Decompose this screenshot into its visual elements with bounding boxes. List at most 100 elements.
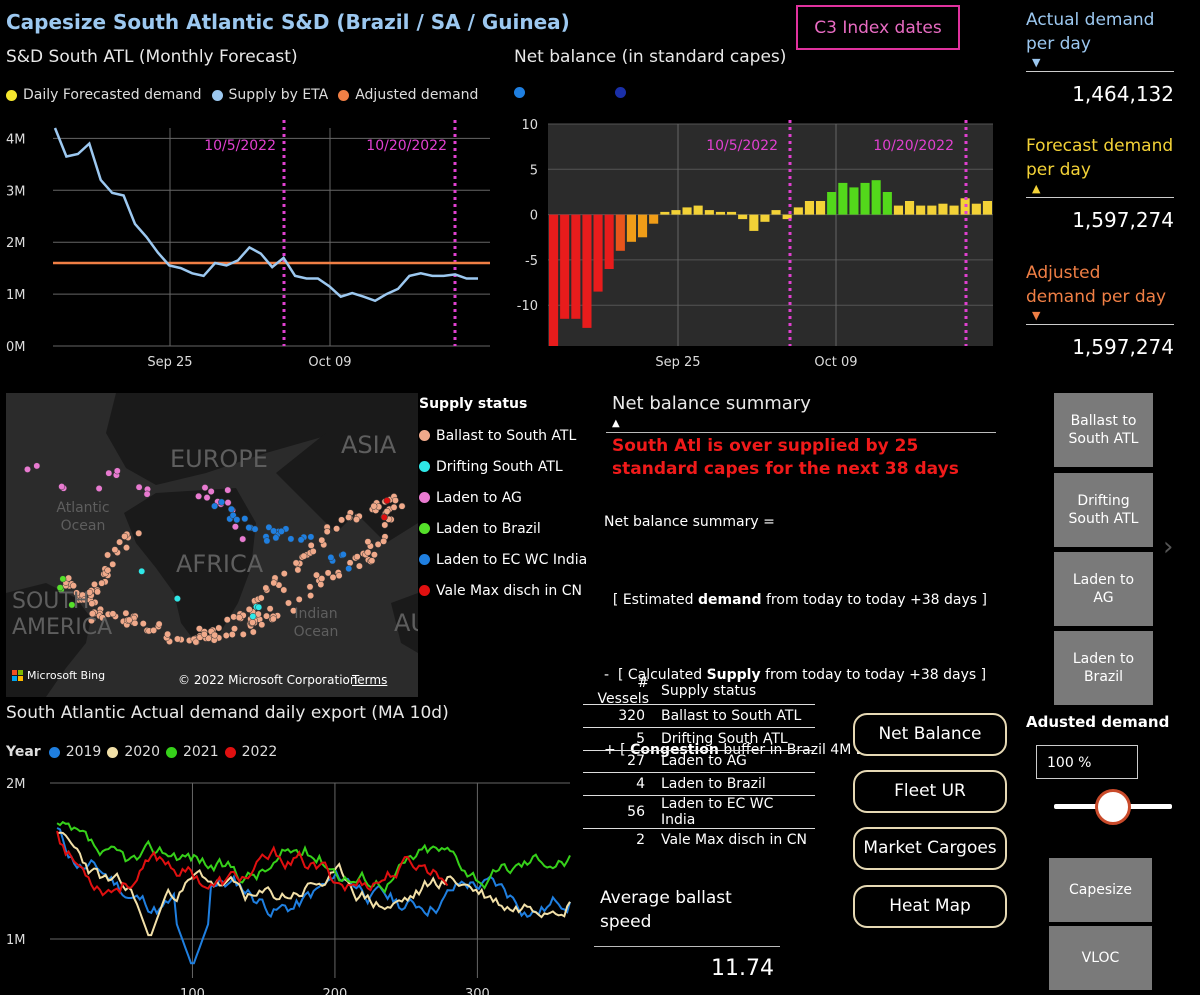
heat-map-nav-button[interactable]: Heat Map (853, 885, 1007, 928)
net-balance-bar (626, 214, 636, 242)
x-tick-label: 100 (180, 987, 205, 995)
date-marker-label: 10/20/2022 (366, 138, 447, 154)
y-tick-label: 1M (6, 288, 26, 303)
vessel-dot (374, 540, 382, 548)
net-balance-bar (715, 211, 725, 215)
y-tick-label: 2M (6, 236, 26, 251)
vessel-dot (222, 632, 230, 639)
table-row[interactable]: 2 Vale Max disch in CN (583, 828, 815, 851)
vessel-dot (104, 551, 112, 559)
legend-label: Drifting South ATL (436, 458, 563, 475)
net-balance-legend (514, 87, 632, 98)
kpi-value: 1,464,132 (1072, 82, 1174, 106)
legend-item[interactable]: Laden to EC WC India (419, 544, 587, 575)
net-balance-bar (604, 214, 614, 269)
laden-to-ag-button[interactable]: Laden to AG (1054, 552, 1153, 626)
vessel-dot (135, 483, 143, 491)
table-row[interactable]: 56 Laden to EC WC India (583, 795, 815, 829)
drifting-south-atl-button[interactable]: Drifting South ATL (1054, 473, 1153, 547)
table-row[interactable]: 5 Drifting South ATL (583, 727, 815, 751)
c3-index-dates-button[interactable]: C3 Index dates (796, 5, 960, 50)
vessel-dot (364, 538, 372, 546)
vessel-dot (123, 544, 130, 552)
vessel-dot (317, 581, 325, 588)
capesize-button[interactable]: Capesize (1049, 858, 1152, 922)
column-header: Supply status (661, 682, 757, 699)
table-row[interactable]: 27 Laden to AG (583, 750, 815, 773)
vessel-map[interactable]: EUROPE ASIA Atlantic Ocean AFRICA SOUTH … (6, 393, 418, 697)
kpi-label: Adjusted demand per day (1026, 263, 1167, 307)
map-terms-link[interactable]: Terms (352, 673, 388, 687)
vessel-dot (333, 525, 341, 533)
sort-up-icon[interactable]: ▲ (612, 418, 620, 429)
x-tick-label: 200 (323, 987, 348, 995)
net-balance-bar (893, 205, 903, 215)
legend-item[interactable]: Vale Max disch in CN (419, 575, 587, 606)
supply-status-cell: Vale Max disch in CN (661, 831, 807, 848)
vessel-dot (33, 462, 41, 470)
vessel-dot (339, 551, 347, 558)
y-tick-label: -5 (525, 254, 538, 269)
vessel-dot (391, 496, 399, 504)
button-label: Laden to AG (1072, 572, 1135, 606)
legend-item[interactable]: Drifting South ATL (419, 451, 587, 482)
vessel-dot (368, 557, 376, 565)
vessel-dot (111, 546, 119, 554)
table-row[interactable]: 320 Ballast to South ATL (583, 705, 815, 728)
map-label-au: AU (394, 609, 418, 637)
ballast-to-south-atl-button[interactable]: Ballast to South ATL (1054, 393, 1153, 467)
adjusted-demand-input[interactable]: 100 % (1036, 745, 1138, 779)
legend-item[interactable]: Daily Forecasted demand (6, 87, 202, 103)
legend-item[interactable]: Laden to Brazil (419, 513, 587, 544)
y-tick-label: -10 (517, 299, 538, 314)
supply-status-cell: Laden to Brazil (657, 772, 815, 796)
net-balance-nav-button[interactable]: Net Balance (853, 713, 1007, 756)
legend-item[interactable]: 2019 (48, 744, 101, 760)
chevron-right-icon[interactable]: › (1163, 532, 1174, 562)
legend-item[interactable]: 2021 (165, 744, 219, 760)
legend-item[interactable]: 2022 (224, 744, 278, 760)
vessel-dot (109, 560, 117, 568)
kpi-value: 1,597,274 (1072, 208, 1174, 232)
legend-item[interactable]: Supply by ETA (211, 87, 328, 103)
legend-dot (419, 585, 430, 596)
net-balance-bar (882, 192, 892, 215)
vessel-dot (95, 485, 103, 492)
net-balance-bar (771, 210, 781, 215)
legend-label: Laden to Brazil (436, 520, 541, 537)
table-header: # Vessels Supply status (583, 675, 815, 707)
adjusted-demand-slider-thumb[interactable] (1095, 789, 1131, 825)
laden-to-brazil-button[interactable]: Laden to Brazil (1054, 631, 1153, 705)
table-row[interactable]: 4 Laden to Brazil (583, 772, 815, 796)
legend-label: 2022 (241, 744, 278, 760)
vessel-dot (346, 559, 354, 567)
net-balance-bar (916, 205, 926, 215)
vessel-dot (257, 594, 265, 602)
vessel-dot (249, 618, 256, 626)
formula-line: - [ Calculated Supply from today to toda… (604, 667, 987, 683)
sd-chart-legend: Daily Forecasted demand Supply by ETA Ad… (6, 87, 488, 103)
y-tick-label: 0 (530, 209, 538, 224)
vessel-dot (307, 592, 315, 600)
net-balance-bar (860, 182, 870, 215)
vessel-dot (380, 513, 388, 521)
legend-item[interactable]: Laden to AG (419, 482, 587, 513)
legend-dot (615, 87, 626, 98)
vessel-dot (113, 467, 121, 475)
legend-item[interactable]: 2020 (107, 744, 160, 760)
fleet-ur-nav-button[interactable]: Fleet UR (853, 770, 1007, 813)
legend-item[interactable]: Ballast to South ATL (419, 420, 587, 451)
net-balance-bar (871, 180, 881, 215)
year-series-line (56, 820, 571, 894)
button-label: Laden to Brazil (1072, 651, 1135, 685)
vessel-dot (81, 596, 88, 604)
net-balance-bar (971, 203, 981, 215)
net-balance-bar (560, 214, 570, 319)
market-cargoes-nav-button[interactable]: Market Cargoes (853, 827, 1007, 870)
legend-dot (419, 492, 430, 503)
vloc-button[interactable]: VLOC (1049, 926, 1152, 990)
legend-item[interactable]: Adjusted demand (338, 87, 478, 103)
net-balance-bar (827, 192, 837, 215)
supply-status-cell: Drifting South ATL (657, 727, 815, 751)
year-legend: Year 2019 2020 2021 2022 (6, 744, 287, 760)
